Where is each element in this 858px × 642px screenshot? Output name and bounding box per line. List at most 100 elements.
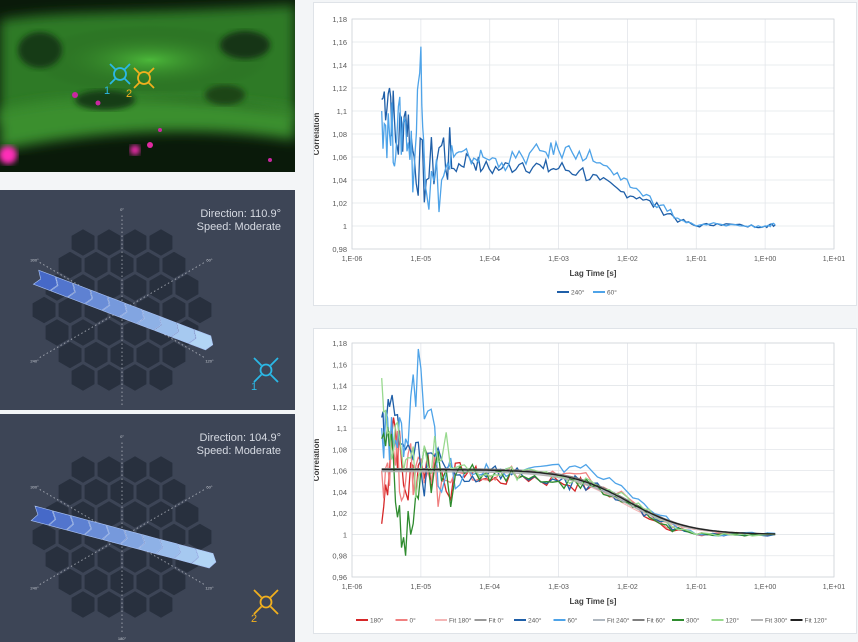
y-tick-label: 1,16 (332, 38, 347, 47)
series-line (381, 426, 776, 556)
hex-cell (44, 545, 70, 574)
y-tick-label: 1,08 (332, 130, 347, 139)
arrow-chevron (137, 534, 163, 555)
hex-cell (135, 477, 161, 507)
hex-cell (148, 363, 174, 392)
y-tick-label: 1,1 (337, 107, 347, 116)
y-tick-label: 0,98 (332, 552, 347, 561)
hex-cell (122, 455, 148, 484)
hex-cell (122, 228, 148, 257)
hex-cell (148, 455, 174, 484)
series-line (381, 378, 776, 537)
x-tick-label: 1,E-04 (479, 584, 500, 591)
hex-cell (70, 455, 96, 484)
legend-label: Fit 180° (449, 617, 472, 625)
marker-2-label: 2 (126, 88, 132, 100)
angle-label: 300° (30, 485, 39, 490)
x-tick-label: 1,E-06 (342, 584, 363, 591)
speed-text: Speed: Moderate (196, 221, 281, 233)
hex-cell (57, 567, 83, 597)
legend-label: 240° (528, 617, 542, 625)
y-tick-label: 1,06 (332, 153, 347, 162)
direction-arrow (30, 505, 217, 569)
chart-1-plot: 0,98 1 1,02 1,04 1,06 1,08 1,1 1,12 1,14 1,16 1,18… (314, 15, 845, 297)
x-tick-label: 1,E-01 (686, 584, 707, 591)
angle-label: 240° (30, 359, 39, 364)
legend-label: 120° (726, 617, 740, 625)
x-tick-label: 1,E-02 (617, 256, 638, 263)
hex-cell (122, 363, 148, 392)
legend-label: Fit 0° (489, 617, 505, 625)
arrow-chevron (136, 309, 162, 331)
arrow-chevron (119, 529, 145, 550)
hexagon-map-1: 0° 60° 120° 180° 240° 300° 1 (30, 207, 279, 410)
hex-cell (96, 363, 122, 392)
x-tick-label: 1,E+01 (823, 256, 845, 263)
direction-panel-1: 0° 60° 120° 180° 240° 300° 1 Direction: 110.9°… (0, 190, 295, 410)
angle-label: 180° (118, 409, 127, 410)
hex-cell (174, 273, 200, 302)
hex-cell (96, 500, 122, 529)
angle-label: 60° (206, 485, 212, 490)
legend-label: 60° (607, 289, 617, 297)
x-tick-label: 1,E-05 (411, 256, 432, 263)
series-line (381, 468, 776, 535)
arrow-chevron (50, 276, 75, 298)
hex-cell (96, 455, 122, 484)
arrow-chevron (188, 329, 214, 351)
hex-cell (148, 228, 174, 257)
arrow-chevron (191, 548, 217, 569)
correlation-chart-1: 0,98 1 1,02 1,04 1,06 1,08 1,1 1,12 1,14 1,16 1,18… (313, 2, 857, 306)
arrow-chevron (101, 296, 127, 318)
arrow-chevron (173, 543, 199, 564)
legend-label: 300° (686, 617, 700, 625)
x-tick-label: 1,E-06 (342, 256, 363, 263)
y-tick-label: 1,02 (332, 509, 347, 518)
legend-label: 180° (370, 617, 384, 625)
hex-cell (70, 545, 96, 574)
marker-1-icon (109, 63, 131, 85)
x-axis-label: Lag Time [s] (570, 597, 617, 606)
legend-label: Fit 120° (805, 617, 828, 625)
x-tick-label: 1,E-04 (479, 256, 500, 263)
arrow-chevron (48, 510, 74, 531)
plot-area (351, 18, 835, 250)
x-tick-label: 1,E-01 (686, 256, 707, 263)
hex-cell (31, 295, 57, 325)
marker-1-label: 1 (104, 85, 110, 97)
legend-label: Fit 60° (647, 617, 666, 625)
arrow-chevron (84, 519, 110, 540)
hex-cell (187, 295, 213, 325)
arrow-chevron (153, 315, 179, 338)
hex-cell (122, 590, 148, 619)
legend-label: 0° (410, 617, 417, 625)
angle-label: 240° (30, 586, 39, 591)
marker-label: 2 (251, 613, 257, 625)
x-tick-label: 1,E+01 (823, 584, 845, 591)
direction-text: Direction: 110.9° (200, 208, 281, 220)
y-tick-label: 1,14 (332, 382, 347, 391)
arrow-chevron (155, 538, 181, 559)
series-line (381, 46, 776, 229)
hex-cell (109, 340, 135, 370)
direction-arrow (32, 269, 214, 351)
angle-label: 120° (205, 359, 214, 364)
x-tick-label: 1,E+00 (754, 584, 776, 591)
hex-cell (57, 250, 83, 280)
y-tick-label: 1,08 (332, 445, 347, 454)
x-tick-label: 1,E-03 (548, 584, 569, 591)
marker-2-icon (133, 67, 155, 89)
hex-cell (148, 590, 174, 619)
series-line (381, 394, 776, 537)
hex-cell (83, 477, 109, 507)
x-tick-label: 1,E-03 (548, 256, 569, 263)
hex-cell (96, 318, 122, 347)
legend-label: Fit 240° (607, 617, 630, 625)
hex-cell (161, 567, 187, 597)
hex-cell (83, 250, 109, 280)
speed-text: Speed: Moderate (196, 445, 281, 457)
angle-label: 60° (206, 258, 212, 263)
hex-cell (122, 273, 148, 302)
angle-label: 120° (205, 586, 214, 591)
